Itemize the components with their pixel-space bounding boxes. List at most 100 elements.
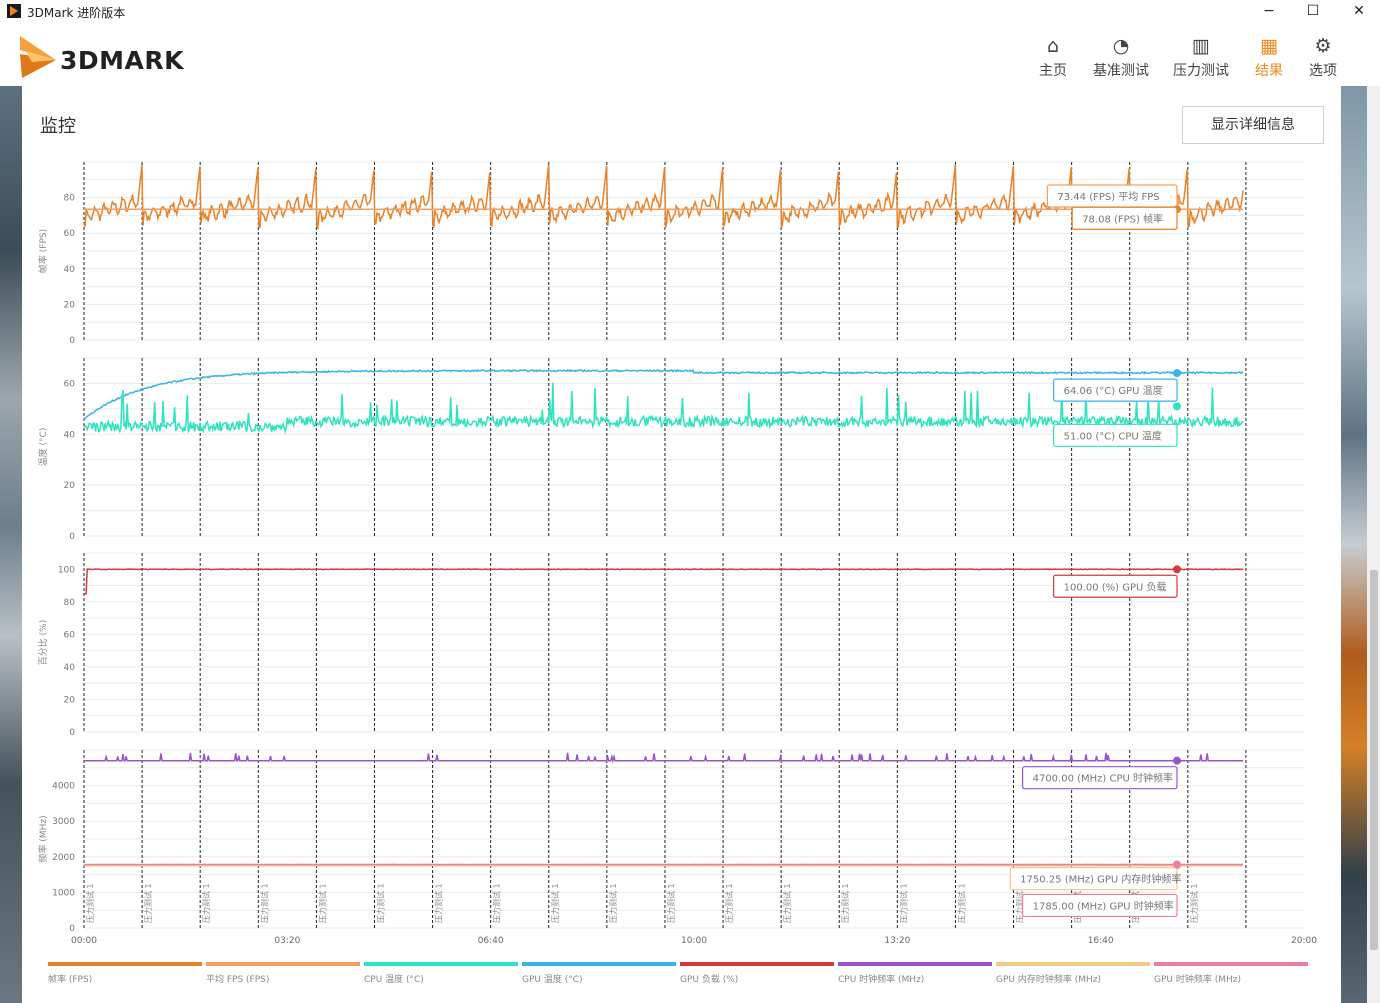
nav-item-3[interactable]: ▦ 结果 [1248, 24, 1290, 86]
y-axis-label: 帧率 (FPS) [37, 229, 49, 273]
scrollbar[interactable] [1367, 86, 1380, 1003]
y-tick-label: 40 [64, 265, 76, 275]
loop-marker-label: 压力测试 1 [143, 883, 153, 923]
y-tick-label: 40 [64, 430, 76, 440]
speedometer-icon: ◔ [1112, 35, 1130, 57]
series-line-gpu_load [84, 568, 1244, 595]
cursor-dot [1173, 565, 1181, 574]
nav-item-4[interactable]: ⚙ 选项 [1302, 24, 1344, 86]
y-tick-label: 0 [69, 532, 75, 542]
series-line-cpu_temp [83, 382, 1244, 435]
y-tick-label: 20 [64, 481, 76, 491]
series-line-gpu_temp [83, 368, 1244, 421]
loop-marker-label: 压力测试 1 [608, 883, 618, 923]
y-tick-label: 2000 [52, 853, 75, 863]
y-tick-label: 20 [64, 300, 76, 310]
loop-marker-label: 压力测试 1 [840, 883, 850, 923]
loop-marker-label: 压力测试 1 [201, 883, 211, 923]
window-title: 3DMark 进阶版本 [27, 6, 126, 20]
loop-marker-label: 压力测试 1 [317, 883, 327, 923]
maximize-button[interactable]: ☐ [1306, 3, 1320, 19]
y-tick-label: 0 [69, 728, 75, 738]
nav-item-label: 基准测试 [1093, 63, 1149, 79]
legend-label: 平均 FPS (FPS) [206, 975, 270, 985]
scrollbar-thumb[interactable] [1370, 570, 1378, 950]
legend-swatch [48, 962, 202, 966]
nav-item-0[interactable]: ⌂ 主页 [1032, 24, 1074, 86]
minimize-button[interactable]: − [1263, 3, 1275, 19]
y-tick-label: 4000 [52, 782, 75, 792]
cursor-dot [1173, 369, 1181, 378]
cursor-dot [1173, 860, 1181, 869]
legend-label: GPU 内存时钟频率 (MHz) [996, 975, 1101, 985]
gear-icon: ⚙ [1314, 35, 1332, 57]
y-tick-label: 60 [64, 229, 76, 239]
loop-marker-label: 压力测试 1 [492, 883, 502, 923]
background-art-left [0, 86, 22, 1003]
logo-text: 3DMARK [60, 46, 184, 75]
tooltip-box [1021, 766, 1178, 790]
loop-marker-label: 压力测试 1 [956, 883, 966, 923]
x-tick-label: 20:00 [1291, 936, 1317, 946]
y-tick-label: 1000 [52, 888, 75, 898]
tooltip-text: 51.00 (°C) CPU 温度 [1064, 429, 1162, 442]
y-tick-label: 100 [58, 565, 75, 575]
y-tick-label: 0 [69, 336, 75, 346]
y-tick-label: 80 [64, 194, 76, 204]
results-chart-icon: ▦ [1260, 35, 1278, 57]
tooltip-box [1052, 423, 1178, 447]
nav-item-label: 选项 [1309, 63, 1337, 79]
y-tick-label: 3000 [52, 817, 75, 827]
close-button[interactable]: ✕ [1353, 3, 1365, 19]
y-tick-label: 80 [64, 598, 76, 608]
tooltip-text: 78.08 (FPS) 帧率 [1082, 212, 1163, 225]
nav-item-label: 结果 [1255, 63, 1283, 79]
loop-marker-label: 压力测试 1 [1189, 883, 1199, 923]
x-tick-label: 13:20 [884, 936, 910, 946]
legend-label: CPU 时钟频率 (MHz) [838, 975, 925, 985]
tooltip-text: 100.00 (%) GPU 负载 [1064, 580, 1167, 593]
tooltip-box [1052, 574, 1178, 598]
app-header: 3DMARK ⌂ 主页 ◔ 基准测试 ▥ 压力测试 ▦ 结果 ⚙ 选项 [0, 24, 1380, 86]
logo-mark-icon [20, 36, 56, 78]
legend-swatch [522, 962, 676, 966]
loop-marker-label: 压力测试 1 [1015, 883, 1025, 923]
nav-item-label: 主页 [1039, 63, 1067, 79]
legend-swatch [364, 962, 518, 966]
show-details-button[interactable]: 显示详细信息 [1182, 106, 1324, 144]
legend-label: CPU 温度 (°C) [364, 975, 424, 985]
loop-marker-label: 压力测试 1 [85, 883, 95, 923]
loop-marker-label: 压力测试 1 [898, 883, 908, 923]
legend-label: GPU 负载 (%) [680, 975, 739, 985]
monitoring-panel [22, 86, 1341, 1003]
x-tick-label: 10:00 [681, 936, 707, 946]
legend-swatch [996, 962, 1150, 966]
legend-swatch [1154, 962, 1308, 966]
3dmark-logo[interactable]: 3DMARK [16, 32, 216, 80]
nav-item-2[interactable]: ▥ 压力测试 [1172, 24, 1230, 86]
legend-swatch [838, 962, 992, 966]
tooltip-text: 1750.25 (MHz) GPU 内存时钟频率 [1020, 873, 1181, 886]
home-icon: ⌂ [1046, 35, 1060, 57]
window-titlebar: 3DMark 进阶版本 − ☐ ✕ [0, 0, 1380, 24]
x-tick-label: 00:00 [71, 936, 97, 946]
legend-label: GPU 时钟频率 (MHz) [1154, 975, 1241, 985]
loop-marker-label: 压力测试 1 [375, 883, 385, 923]
y-tick-label: 40 [64, 663, 76, 673]
tooltip-text: 1785.00 (MHz) GPU 时钟频率 [1033, 899, 1174, 912]
nav-item-1[interactable]: ◔ 基准测试 [1092, 24, 1150, 86]
loop-marker-label: 压力测试 1 [550, 883, 560, 923]
y-tick-label: 0 [69, 924, 75, 934]
y-tick-label: 20 [64, 695, 76, 705]
y-tick-label: 60 [64, 379, 76, 389]
loop-marker-label: 压力测试 1 [724, 883, 734, 923]
x-tick-label: 16:40 [1088, 936, 1114, 946]
cursor-dot [1173, 402, 1181, 411]
x-tick-label: 03:20 [274, 936, 300, 946]
cursor-dot [1173, 756, 1181, 765]
y-axis-label: 百分比 (%) [37, 620, 49, 665]
app-icon [7, 4, 21, 18]
loop-marker-label: 压力测试 1 [782, 883, 792, 923]
tooltip-text: 73.44 (FPS) 平均 FPS [1057, 191, 1159, 203]
